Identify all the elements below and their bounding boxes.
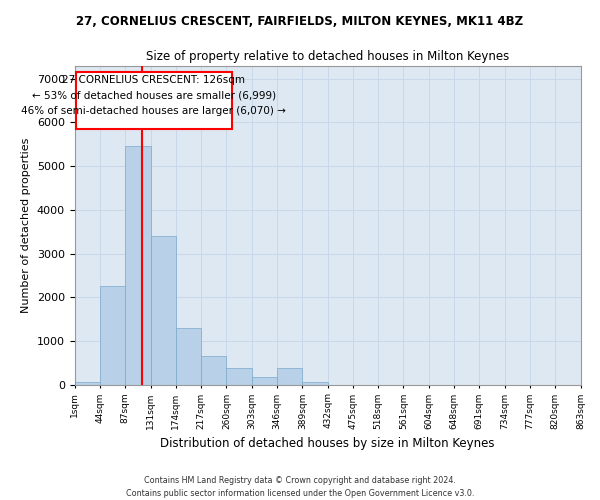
Bar: [75, 382, 100, 384]
X-axis label: Distribution of detached houses by size in Milton Keynes: Distribution of detached houses by size …: [160, 437, 495, 450]
Text: ← 53% of detached houses are smaller (6,999): ← 53% of detached houses are smaller (6,…: [32, 90, 276, 101]
Bar: [226, 368, 252, 384]
Bar: [277, 368, 302, 384]
Title: Size of property relative to detached houses in Milton Keynes: Size of property relative to detached ho…: [146, 50, 509, 63]
Bar: [176, 328, 201, 384]
Bar: [302, 382, 328, 384]
Bar: [252, 377, 277, 384]
Text: 46% of semi-detached houses are larger (6,070) →: 46% of semi-detached houses are larger (…: [22, 106, 286, 116]
Bar: [125, 146, 151, 384]
Text: Contains HM Land Registry data © Crown copyright and database right 2024.
Contai: Contains HM Land Registry data © Crown c…: [126, 476, 474, 498]
FancyBboxPatch shape: [76, 72, 232, 129]
Y-axis label: Number of detached properties: Number of detached properties: [22, 138, 31, 313]
Bar: [151, 236, 176, 384]
Text: 27 CORNELIUS CRESCENT: 126sqm: 27 CORNELIUS CRESCENT: 126sqm: [62, 74, 245, 85]
Text: 27, CORNELIUS CRESCENT, FAIRFIELDS, MILTON KEYNES, MK11 4BZ: 27, CORNELIUS CRESCENT, FAIRFIELDS, MILT…: [76, 15, 524, 28]
Bar: [100, 286, 125, 384]
Bar: [201, 356, 226, 384]
